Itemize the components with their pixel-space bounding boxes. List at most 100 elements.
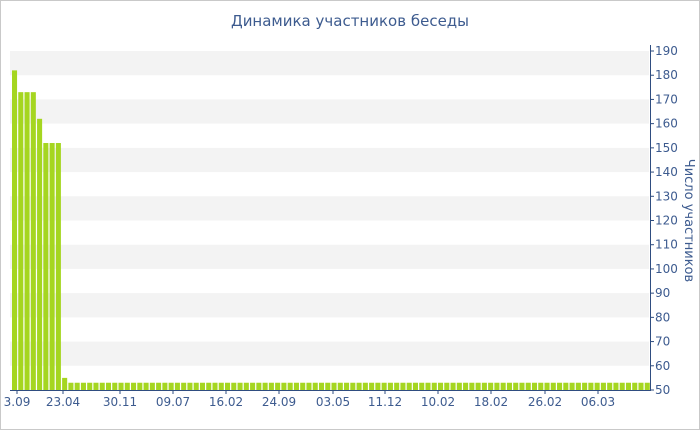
bar (456, 382, 462, 390)
bar (105, 382, 112, 390)
bar (494, 382, 500, 390)
x-tick-label: 10.02 (421, 395, 455, 409)
bar (375, 382, 381, 390)
bar (18, 92, 24, 390)
bar (613, 382, 619, 390)
bar (431, 382, 437, 390)
bar (256, 382, 262, 390)
y-tick-label: 140 (655, 165, 678, 179)
bar (193, 382, 199, 390)
bar (644, 382, 650, 390)
bar (268, 382, 274, 390)
bar (124, 382, 130, 390)
bar (55, 143, 61, 390)
bar (12, 70, 18, 391)
bar (237, 382, 243, 390)
bar (425, 382, 431, 390)
x-tick-label: 23.04 (46, 395, 80, 409)
y-tick-label: 130 (655, 189, 678, 203)
y-tick-label: 190 (655, 44, 678, 58)
y-tick-label: 180 (655, 68, 678, 82)
bar (400, 382, 406, 390)
bar (68, 382, 74, 390)
bars-group (12, 70, 650, 391)
bar (331, 382, 337, 390)
y-tick-label: 150 (655, 141, 678, 155)
bar (506, 382, 512, 390)
bar (300, 382, 306, 390)
bar (350, 382, 356, 390)
bar (293, 382, 299, 390)
bar (406, 382, 412, 390)
bar (74, 382, 80, 390)
x-tick-label: 3.09 (4, 395, 31, 409)
bar (281, 382, 287, 390)
y-axis-label: Число участников (681, 159, 696, 282)
y-tick-label: 60 (655, 359, 670, 373)
bar (218, 382, 224, 390)
bar (582, 382, 588, 390)
bar (250, 382, 256, 390)
x-tick-label: 09.07 (156, 395, 190, 409)
bar (563, 382, 569, 390)
bar (131, 382, 137, 390)
bar (337, 382, 343, 390)
grid-band (10, 51, 649, 76)
chart-title: Динамика участников беседы (230, 12, 470, 30)
bar (387, 382, 393, 390)
x-tick-label: 18.02 (474, 395, 508, 409)
bar (500, 382, 506, 390)
bar (619, 382, 625, 390)
bar (469, 382, 475, 390)
bar (168, 382, 174, 390)
bar (594, 382, 600, 390)
bar (531, 382, 538, 390)
y-tick-label: 120 (655, 214, 678, 228)
bar (30, 92, 36, 390)
bar (438, 382, 444, 390)
y-tick-label: 70 (655, 335, 670, 349)
grid-band (10, 99, 649, 124)
bar (62, 377, 68, 390)
bar (275, 382, 281, 390)
bar (231, 382, 237, 390)
y-tick-label: 110 (655, 238, 678, 252)
bar (99, 382, 105, 390)
bar (513, 382, 519, 390)
bar (137, 382, 143, 390)
bar (24, 92, 30, 390)
bar (112, 382, 118, 390)
bar (325, 382, 331, 390)
bar (206, 382, 212, 390)
bar (575, 382, 581, 390)
bar (149, 382, 155, 390)
bar (49, 143, 55, 390)
bar (287, 382, 293, 390)
x-tick-label: 11.12 (368, 395, 402, 409)
bar (181, 382, 187, 390)
bar (450, 382, 456, 390)
bar (306, 382, 312, 390)
bar (381, 382, 387, 390)
grid-band (10, 147, 649, 173)
x-tick-label: 26.02 (528, 395, 562, 409)
bar (318, 382, 325, 390)
bar (481, 382, 487, 390)
bar (87, 382, 93, 390)
bar (632, 382, 638, 390)
bar (488, 382, 494, 390)
bar (199, 382, 205, 390)
bar (43, 143, 49, 390)
grid-bands (10, 51, 649, 366)
y-tick-labels: 50 60 70 80 90 100 110 120 130 140 150 160 170 180 190 (655, 44, 678, 397)
x-tick-labels: 3.09 23.04 30.11 09.07 16.02 24.09 03.05 11.12 1… (4, 395, 616, 409)
bar (519, 382, 525, 390)
bar (588, 382, 594, 390)
x-tick-label: 16.02 (209, 395, 243, 409)
y-tick-label: 170 (655, 92, 678, 106)
bar (262, 382, 268, 390)
bar (625, 382, 631, 390)
bar (444, 382, 450, 390)
axes-group (10, 45, 654, 394)
